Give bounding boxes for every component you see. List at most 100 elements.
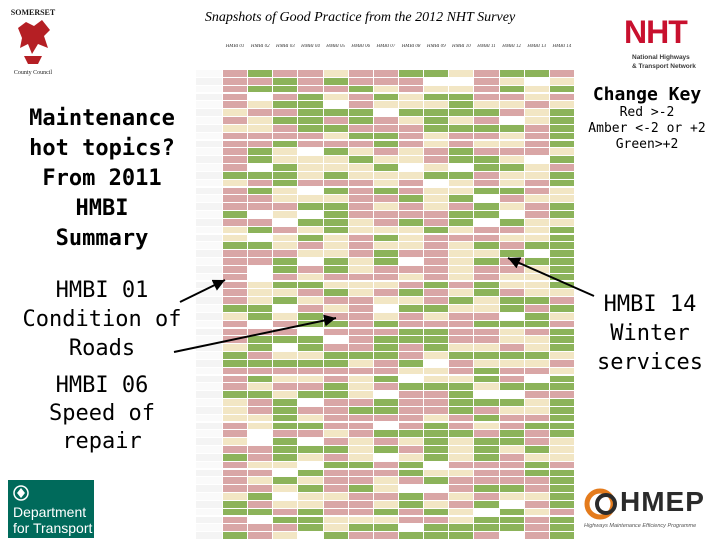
row-label-cell [196,336,222,344]
heatmap-cell [424,77,449,85]
heatmap-cell [323,195,348,203]
heatmap-cell [424,85,449,93]
heatmap-cell [223,234,248,242]
row-label-cell [196,438,222,445]
row-label-cell [196,109,222,116]
heatmap-cell [524,242,549,250]
heatmap-cell [348,101,373,109]
heatmap-cell [474,77,499,85]
heatmap-cell [499,414,524,422]
heatmap-cell [298,187,323,195]
heatmap-cell [373,524,398,532]
heatmap-cell [323,234,348,242]
change-key-title: Change Key [592,84,702,105]
heatmap-cell [524,320,549,328]
heatmap-cell [223,70,248,77]
heatmap-cell [273,406,298,414]
heatmap-cell [499,469,524,477]
row-label-cell [196,508,222,516]
heatmap-cell [373,234,398,242]
heatmap-cell [449,156,474,163]
heatmap-cell [223,265,248,273]
heatmap-cell [373,320,398,328]
heatmap-cell [549,532,574,539]
heatmap-cell [424,453,449,461]
heatmap-cell [298,140,323,148]
heatmap-cell [298,281,323,289]
heatmap-cell [323,399,348,406]
heatmap-cell [223,203,248,210]
heatmap-cell [223,85,248,93]
heatmap-cell [298,516,323,524]
heatmap-cell [499,532,524,539]
heading-line: Maintenance [29,106,175,131]
row-label-cell [196,203,222,210]
row-label-cell [196,218,222,226]
heatmap-cell [449,258,474,265]
heatmap-cell [399,328,424,336]
heatmap-cell [273,414,298,422]
row-label-cell [196,281,222,289]
heatmap-cell [323,289,348,297]
heatmap-cell [424,367,449,375]
heatmap-cell [323,305,348,312]
heatmap-cell [373,203,398,210]
heatmap-cell [248,203,273,210]
heatmap-cell [273,438,298,445]
heatmap-cell [323,430,348,438]
row-label-cell [196,328,222,336]
heatmap-cell [323,85,348,93]
heatmap-cell [424,359,449,367]
heatmap-cell [348,164,373,171]
heatmap-cell [248,508,273,516]
heatmap-cell [248,367,273,375]
row-label-cell [196,312,222,320]
heatmap-cell [549,226,574,234]
heatmap-cell [223,320,248,328]
heatmap-cell [424,132,449,140]
heatmap-cell [424,516,449,524]
heatmap-cell [399,500,424,508]
heatmap-cell [273,179,298,187]
heatmap-cell [399,516,424,524]
heatmap-cell [424,320,449,328]
heatmap-cell [424,524,449,532]
heatmap-cell [424,242,449,250]
heatmap-cell [248,446,273,453]
heatmap-cell [474,179,499,187]
heatmap-cell [348,77,373,85]
heatmap-cell [499,320,524,328]
heatmap-cell [449,375,474,383]
heatmap-cell [524,148,549,156]
heatmap-cell [499,312,524,320]
heatmap-cell [474,140,499,148]
row-label-cell [196,367,222,375]
heatmap-cell [323,164,348,171]
heatmap-cell [273,383,298,391]
heatmap-cell [549,281,574,289]
heatmap-cell [399,156,424,163]
heatmap-cell [524,195,549,203]
heatmap-cell [449,218,474,226]
heatmap-cell [399,226,424,234]
column-header: HMBI 03 [275,44,295,49]
heatmap-cell [549,93,574,101]
heatmap-cell [298,124,323,132]
heatmap-cell [273,164,298,171]
heatmap-cell [273,211,298,218]
hmep-logo-word: HMEP [620,486,705,517]
heatmap-cell [348,344,373,351]
heatmap-cell [424,234,449,242]
heatmap-cell [399,258,424,265]
row-label-cell [196,258,222,265]
heatmap-cell [399,273,424,281]
row-label-cell [196,477,222,485]
heatmap-cell [549,328,574,336]
row-label-cell [196,344,222,351]
heatmap-cell [248,422,273,430]
heatmap-cell [424,273,449,281]
heatmap-cell [499,477,524,485]
heatmap-cell [499,461,524,469]
heatmap-cell [524,211,549,218]
heatmap-cell [449,297,474,304]
